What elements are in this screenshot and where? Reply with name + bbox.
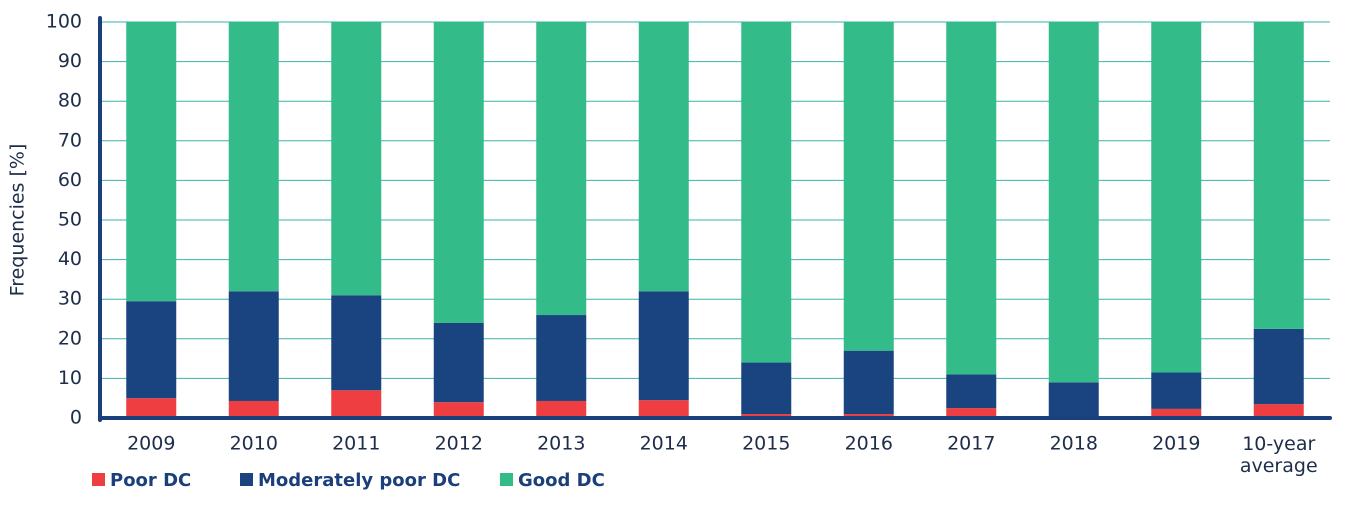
bar-segment xyxy=(331,22,382,296)
x-tick-label: 10-year average xyxy=(1240,433,1318,477)
bar-segment xyxy=(126,398,177,418)
bar-segment xyxy=(1253,404,1304,418)
bar-segment xyxy=(1048,22,1099,383)
y-tick-label: 10 xyxy=(58,367,82,389)
bar-segment xyxy=(843,22,894,351)
bar-segment xyxy=(1253,22,1304,329)
bar-segment xyxy=(843,350,894,415)
bar-segment xyxy=(638,400,689,418)
bar-segment xyxy=(1151,372,1202,409)
x-tick-label: 2016 xyxy=(845,433,893,455)
y-tick-label: 40 xyxy=(58,248,82,270)
bar-segment xyxy=(1048,382,1099,418)
legend-swatch xyxy=(92,473,105,486)
legend-label: Poor DC xyxy=(110,470,191,491)
y-tick-label: 30 xyxy=(58,288,82,310)
x-tick-label: 2015 xyxy=(742,433,790,455)
bar-segment xyxy=(536,22,587,316)
y-tick-label: 20 xyxy=(58,327,82,349)
y-tick-label: 0 xyxy=(70,407,82,429)
bar-segment xyxy=(228,291,279,401)
x-tick-label: 2011 xyxy=(332,433,380,455)
bar-segment xyxy=(536,400,587,418)
bar-segment xyxy=(228,22,279,292)
legend-swatch xyxy=(500,473,513,486)
bar-segment xyxy=(1151,22,1202,373)
bar-segment xyxy=(638,291,689,401)
bar-segment xyxy=(331,390,382,418)
bar-segment xyxy=(741,362,792,415)
bar-segment xyxy=(331,295,382,391)
bar-segment xyxy=(433,402,484,418)
bar-segment xyxy=(946,374,997,409)
bar-segment xyxy=(741,22,792,363)
x-tick-label: 2019 xyxy=(1152,433,1200,455)
bar-segment xyxy=(126,301,177,399)
y-tick-label: 70 xyxy=(58,129,82,151)
legend-label: Good DC xyxy=(518,470,605,491)
bar-segment xyxy=(433,322,484,403)
bar-segment xyxy=(433,22,484,323)
y-tick-label: 50 xyxy=(58,209,82,231)
bar-segment xyxy=(536,315,587,401)
bar-segment xyxy=(946,408,997,418)
bar-segment xyxy=(638,22,689,292)
bar-segment xyxy=(1151,408,1202,418)
x-tick-label: 2012 xyxy=(435,433,483,455)
x-tick-label: 2017 xyxy=(947,433,995,455)
x-tick-label: 2018 xyxy=(1050,433,1098,455)
bar-segment xyxy=(126,22,177,302)
x-tick-label: 2013 xyxy=(537,433,585,455)
x-tick-label: 2014 xyxy=(640,433,688,455)
y-tick-label: 90 xyxy=(58,50,82,72)
y-axis-title: Frequencies [%] xyxy=(7,144,29,297)
legend-swatch xyxy=(240,473,253,486)
y-tick-label: 100 xyxy=(46,11,82,33)
bar-segment xyxy=(1253,328,1304,405)
y-tick-label: 60 xyxy=(58,169,82,191)
legend-label: Moderately poor DC xyxy=(258,470,460,491)
bar-segment xyxy=(946,22,997,375)
x-tick-label: 2010 xyxy=(230,433,278,455)
bar-segment xyxy=(228,400,279,418)
x-tick-label: 2009 xyxy=(127,433,175,455)
y-tick-label: 80 xyxy=(58,90,82,112)
